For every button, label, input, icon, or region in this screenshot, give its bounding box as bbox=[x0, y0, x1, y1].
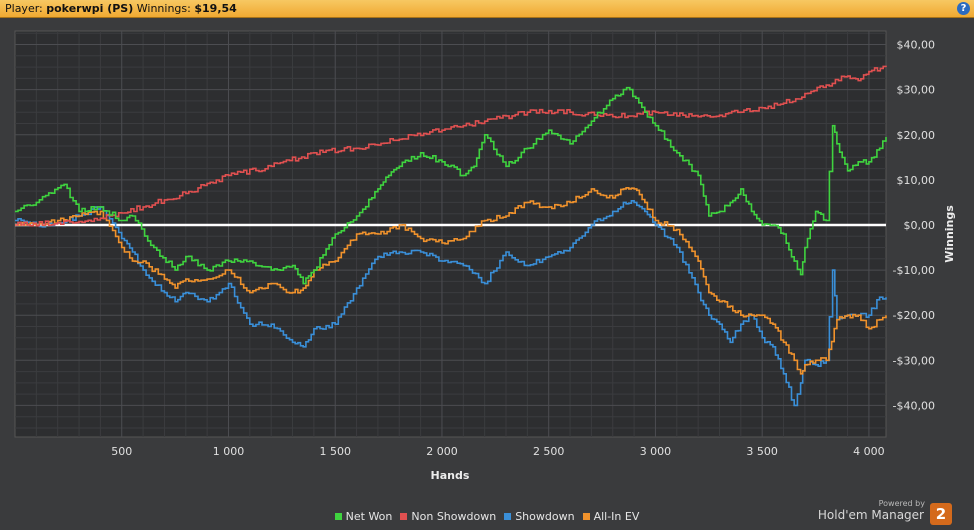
legend-label: All-In EV bbox=[593, 510, 640, 523]
legend-item[interactable]: Non Showdown bbox=[400, 510, 496, 523]
x-tick-label: 1 500 bbox=[319, 445, 351, 458]
legend-swatch-icon bbox=[400, 513, 408, 520]
y-tick-label: $0,00 bbox=[904, 219, 936, 232]
legend-swatch-icon bbox=[334, 513, 342, 520]
winnings-value: $19,54 bbox=[194, 2, 237, 15]
series-line-non-showdown bbox=[15, 65, 887, 227]
x-tick-label: 1 000 bbox=[213, 445, 245, 458]
x-axis-label: Hands bbox=[431, 469, 470, 482]
legend-label: Net Won bbox=[345, 510, 393, 523]
y-tick-label: $20,00 bbox=[897, 129, 936, 142]
player-label: Player: bbox=[5, 2, 43, 15]
x-tick-label: 2 500 bbox=[533, 445, 565, 458]
x-tick-label: 4 000 bbox=[853, 445, 885, 458]
x-tick-label: 500 bbox=[111, 445, 132, 458]
hm2-logo-icon: 2 bbox=[930, 503, 952, 525]
branding: Powered by Hold'em Manager 2 bbox=[812, 499, 962, 527]
help-icon[interactable]: ? bbox=[957, 2, 970, 15]
y-tick-label: $30,00 bbox=[897, 84, 936, 97]
x-axis: 500 1 000 1 500 2 000 2 500 3 000 3 500 4 000 bbox=[111, 445, 884, 458]
x-tick-label: 3 000 bbox=[640, 445, 672, 458]
legend: Net Won Non Showdown Showdown All-In EV bbox=[0, 510, 974, 524]
x-tick-label: 3 500 bbox=[746, 445, 778, 458]
y-axis: $40,00 $30,00 $20,00 $10,00 $0,00 -$10,00 -$20… bbox=[893, 39, 935, 413]
y-tick-label: -$20,00 bbox=[893, 309, 935, 322]
plot-area bbox=[14, 30, 887, 438]
legend-item[interactable]: All-In EV bbox=[582, 510, 640, 523]
y-tick-label: $10,00 bbox=[897, 174, 936, 187]
player-name: pokerwpi (PS) bbox=[46, 2, 134, 15]
y-axis-label: Winnings bbox=[943, 205, 956, 263]
powered-by-text: Powered by bbox=[878, 499, 925, 508]
legend-label: Showdown bbox=[515, 510, 575, 523]
legend-item[interactable]: Showdown bbox=[504, 510, 575, 523]
y-tick-label: -$10,00 bbox=[893, 264, 935, 277]
y-tick-label: -$40,00 bbox=[893, 399, 935, 412]
legend-label: Non Showdown bbox=[411, 510, 497, 523]
legend-item[interactable]: Net Won bbox=[334, 510, 393, 523]
title-bar: Player: pokerwpi (PS) Winnings: $19,54 ? bbox=[0, 0, 974, 18]
y-tick-label: -$30,00 bbox=[893, 354, 935, 367]
winnings-label: Winnings: bbox=[136, 2, 191, 15]
legend-swatch-icon bbox=[582, 513, 590, 520]
legend-swatch-icon bbox=[504, 513, 512, 520]
series-line-all-in-ev bbox=[15, 187, 887, 375]
series-layer bbox=[15, 65, 887, 407]
x-tick-label: 2 000 bbox=[426, 445, 458, 458]
product-name: Hold'em Manager bbox=[817, 508, 924, 522]
y-tick-label: $40,00 bbox=[897, 39, 936, 52]
series-line-net-won bbox=[15, 86, 887, 285]
